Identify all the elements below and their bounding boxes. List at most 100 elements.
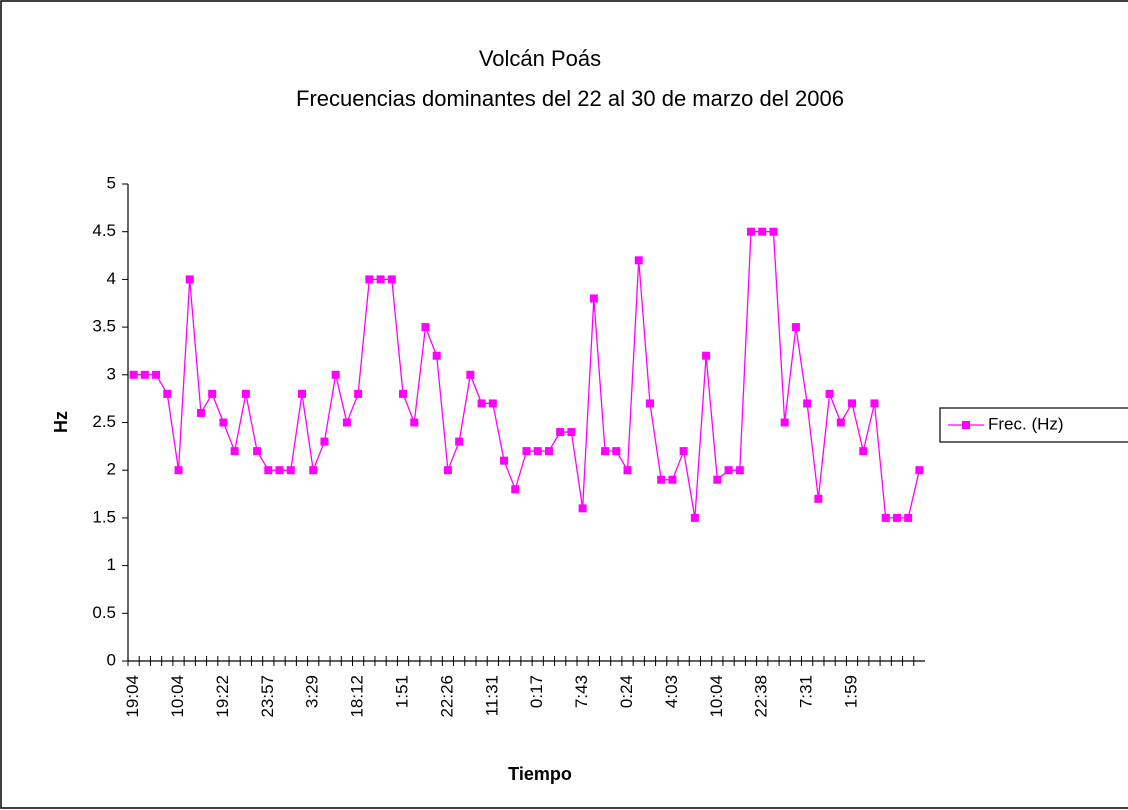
marker — [129, 370, 138, 379]
x-tick-label: 19:22 — [213, 675, 232, 718]
x-tick-label: 19:04 — [123, 675, 142, 718]
marker — [196, 408, 205, 417]
marker — [544, 447, 553, 456]
marker — [904, 513, 913, 522]
marker — [219, 418, 228, 427]
marker — [848, 399, 857, 408]
y-tick-label: 0 — [107, 650, 116, 669]
marker — [836, 418, 845, 427]
marker — [601, 447, 610, 456]
marker — [511, 485, 520, 494]
marker — [634, 256, 643, 265]
marker — [533, 447, 542, 456]
marker — [679, 447, 688, 456]
marker — [657, 475, 666, 484]
chart-subtitle: Frecuencias dominantes del 22 al 30 de m… — [296, 86, 844, 111]
y-axis-title: Hz — [51, 411, 71, 433]
legend-marker — [962, 421, 970, 429]
marker — [331, 370, 340, 379]
marker — [488, 399, 497, 408]
marker — [500, 456, 509, 465]
marker — [354, 389, 363, 398]
x-tick-label: 1:51 — [393, 675, 412, 708]
marker — [365, 275, 374, 284]
marker — [578, 504, 587, 513]
marker — [477, 399, 486, 408]
marker — [253, 447, 262, 456]
x-axis-title: Tiempo — [508, 764, 572, 784]
marker — [735, 466, 744, 475]
y-tick-label: 1 — [107, 555, 116, 574]
x-tick-label: 3:29 — [303, 675, 322, 708]
marker — [241, 389, 250, 398]
marker — [522, 447, 531, 456]
marker — [208, 389, 217, 398]
legend-box — [939, 407, 1128, 443]
marker — [230, 447, 239, 456]
marker — [140, 370, 149, 379]
marker — [399, 389, 408, 398]
x-tick-label: 22:38 — [752, 675, 771, 718]
x-tick-label: 0:17 — [527, 675, 546, 708]
marker — [724, 466, 733, 475]
marker — [612, 447, 621, 456]
marker — [870, 399, 879, 408]
marker — [825, 389, 834, 398]
marker — [769, 227, 778, 236]
marker — [556, 428, 565, 437]
marker — [432, 351, 441, 360]
x-tick-label: 7:31 — [797, 675, 816, 708]
marker — [690, 513, 699, 522]
marker — [780, 418, 789, 427]
marker — [702, 351, 711, 360]
marker — [791, 323, 800, 332]
marker — [410, 418, 419, 427]
marker — [320, 437, 329, 446]
marker — [309, 466, 318, 475]
x-tick-label: 4:03 — [662, 675, 681, 708]
marker — [915, 466, 924, 475]
x-tick-label: 11:31 — [482, 675, 501, 716]
y-tick-label: 0.5 — [92, 603, 116, 622]
marker — [589, 294, 598, 303]
marker — [881, 513, 890, 522]
y-tick-label: 5 — [107, 173, 116, 192]
x-tick-label: 22:26 — [437, 675, 456, 718]
x-tick-label: 18:12 — [348, 675, 367, 718]
marker — [859, 447, 868, 456]
y-tick-label: 4.5 — [92, 221, 116, 240]
x-tick-label: 10:04 — [707, 675, 726, 718]
marker — [387, 275, 396, 284]
marker — [376, 275, 385, 284]
chart-title: Volcán Poás — [479, 46, 601, 71]
legend-label: Frec. (Hz) — [988, 414, 1064, 433]
marker — [668, 475, 677, 484]
marker — [275, 466, 284, 475]
x-tick-label: 0:24 — [617, 675, 636, 708]
marker — [814, 494, 823, 503]
x-tick-label: 10:04 — [168, 675, 187, 718]
marker — [163, 389, 172, 398]
marker — [152, 370, 161, 379]
x-tick-label: 23:57 — [258, 675, 277, 718]
marker — [623, 466, 632, 475]
y-tick-label: 2 — [107, 460, 116, 479]
x-tick-label: 7:43 — [572, 675, 591, 708]
y-tick-label: 3 — [107, 364, 116, 383]
marker — [342, 418, 351, 427]
y-tick-label: 4 — [107, 269, 116, 288]
marker — [645, 399, 654, 408]
y-tick-label: 1.5 — [92, 507, 116, 526]
marker — [297, 389, 306, 398]
marker — [286, 466, 295, 475]
marker — [421, 323, 430, 332]
marker — [443, 466, 452, 475]
marker — [567, 428, 576, 437]
marker — [803, 399, 812, 408]
marker — [185, 275, 194, 284]
marker — [174, 466, 183, 475]
x-tick-label: 1:59 — [842, 675, 861, 708]
marker — [758, 227, 767, 236]
